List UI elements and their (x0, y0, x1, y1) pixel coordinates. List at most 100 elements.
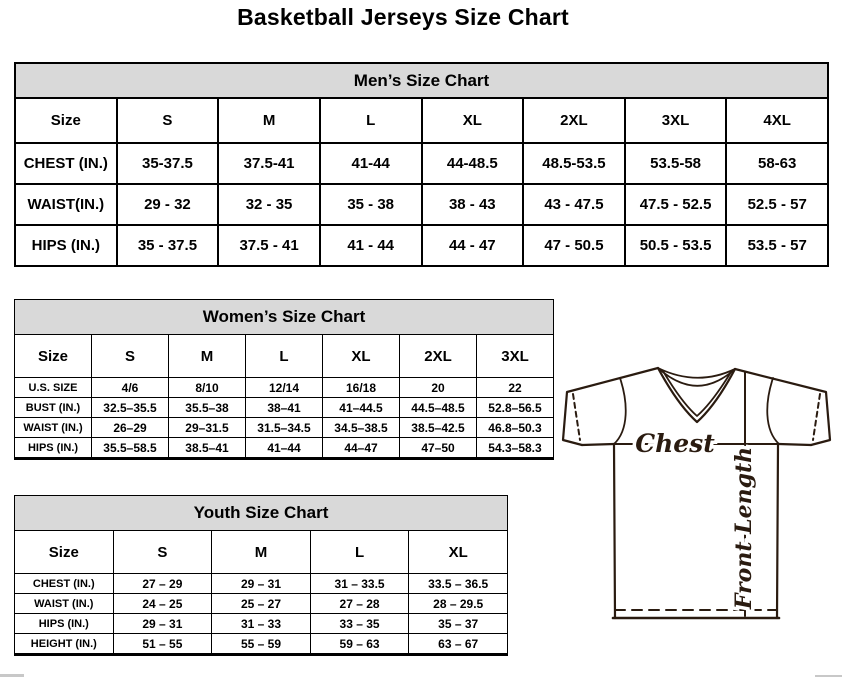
women-value-cell: 44–47 (322, 437, 400, 460)
youth-size-col-m: M (211, 530, 311, 574)
women-value-cell: 20 (399, 377, 477, 398)
men-size-col-xl: XL (420, 97, 525, 144)
women-value-cell: 38.5–42.5 (399, 417, 477, 438)
youth-row-label: CHEST (IN.) (14, 573, 114, 594)
men-value-cell: 35 - 37.5 (115, 224, 220, 267)
men-value-cell: 35 - 38 (318, 183, 423, 226)
right-cuff-stitch-dashed-line (812, 393, 821, 441)
youth-size-col-l: L (309, 530, 410, 574)
youth-value-cell: 63 – 67 (408, 633, 508, 656)
women-chart-title: Women’s Size Chart (14, 299, 554, 335)
collar-v-inner (662, 370, 732, 417)
women-value-cell: 26–29 (91, 417, 169, 438)
men-value-cell: 41-44 (318, 142, 423, 185)
youth-row-label: WAIST (IN.) (14, 593, 114, 614)
front-length-label: Front Length (731, 447, 757, 610)
women-value-cell: 38–41 (245, 397, 323, 418)
jersey-left-underarm-line (580, 442, 616, 447)
youth-value-cell: 31 – 33 (211, 613, 311, 634)
youth-value-cell: 29 – 31 (112, 613, 213, 634)
bottom-left-edge-fragment (0, 674, 24, 677)
women-value-cell: 41–44.5 (322, 397, 400, 418)
youth-size-table: Youth Size Chart Size S M L XL CHEST (IN.) 27 –… (14, 495, 508, 656)
men-value-cell: 53.5-58 (623, 142, 728, 185)
jersey-left-armhole-seam (613, 377, 627, 445)
women-value-cell: 8/10 (168, 377, 246, 398)
jersey-right-sleeve-outline (733, 367, 832, 447)
women-value-cell: 46.8–50.3 (476, 417, 554, 438)
page-title: Basketball Jerseys Size Chart (237, 4, 569, 30)
women-row-label: WAIST (IN.) (14, 417, 92, 438)
men-size-col-s: S (115, 97, 220, 144)
men-value-cell: 43 - 47.5 (522, 183, 626, 226)
men-value-cell: 32 - 35 (217, 183, 321, 226)
women-row-label: BUST (IN.) (14, 397, 92, 418)
jersey-right-armhole-seam (766, 377, 780, 445)
men-size-col-m: M (217, 97, 321, 144)
youth-size-header-label: Size (14, 530, 114, 574)
chest-label: Chest (635, 429, 715, 458)
collar-back-arc-1 (657, 367, 736, 379)
women-value-cell: 41–44 (245, 437, 323, 460)
men-value-cell: 29 - 32 (115, 183, 220, 226)
men-value-cell: 47 - 50.5 (522, 224, 626, 267)
women-value-cell: 16/18 (322, 377, 400, 398)
women-row-label: U.S. SIZE (14, 377, 92, 398)
men-value-cell: 44 - 47 (420, 224, 525, 267)
jersey-right-side (775, 442, 780, 620)
women-value-cell: 35.5–58.5 (91, 437, 169, 460)
youth-value-cell: 35 – 37 (408, 613, 508, 634)
youth-value-cell: 33 – 35 (309, 613, 410, 634)
men-value-cell: 53.5 - 57 (725, 224, 829, 267)
youth-value-cell: 27 – 29 (112, 573, 213, 594)
womens-size-table: Women’s Size Chart Size S M L XL 2XL 3XL U.S. SI… (14, 299, 554, 460)
youth-size-col-s: S (112, 530, 213, 574)
women-value-cell: 34.5–38.5 (322, 417, 400, 438)
women-value-cell: 32.5–35.5 (91, 397, 169, 418)
men-size-col-l: L (318, 97, 423, 144)
women-value-cell: 38.5–41 (168, 437, 246, 460)
women-value-cell: 35.5–38 (168, 397, 246, 418)
jersey-measurement-diagram: Chest Front Length (561, 366, 832, 620)
youth-value-cell: 55 – 59 (211, 633, 311, 656)
men-size-header-label: Size (14, 97, 118, 144)
women-value-cell: 31.5–34.5 (245, 417, 323, 438)
men-size-col-2xl: 2XL (522, 97, 626, 144)
youth-row-label: HEIGHT (IN.) (14, 633, 114, 656)
jersey-left-sleeve-outline (561, 366, 660, 447)
men-value-cell: 41 - 44 (318, 224, 423, 267)
men-chart-title: Men’s Size Chart (14, 62, 829, 99)
women-size-col-xl: XL (322, 334, 400, 378)
women-size-col-2xl: 2XL (399, 334, 477, 378)
men-row-label: HIPS (IN.) (14, 224, 118, 267)
women-size-col-l: L (245, 334, 323, 378)
men-value-cell: 37.5 - 41 (217, 224, 321, 267)
women-value-cell: 22 (476, 377, 554, 398)
youth-value-cell: 31 – 33.5 (309, 573, 410, 594)
youth-value-cell: 24 – 25 (112, 593, 213, 614)
bottom-right-edge-fragment (815, 675, 842, 677)
women-value-cell: 4/6 (91, 377, 169, 398)
youth-value-cell: 27 – 28 (309, 593, 410, 614)
collar-v-outer (656, 366, 737, 424)
mens-size-table: Men’s Size Chart Size S M L XL 2XL 3XL 4XL CHEST … (14, 62, 829, 267)
women-value-cell: 44.5–48.5 (399, 397, 477, 418)
jersey-right-underarm-line (777, 442, 813, 447)
women-value-cell: 52.8–56.5 (476, 397, 554, 418)
men-size-col-3xl: 3XL (623, 97, 728, 144)
youth-value-cell: 33.5 – 36.5 (408, 573, 508, 594)
women-value-cell: 54.3–58.3 (476, 437, 554, 460)
men-value-cell: 48.5-53.5 (522, 142, 626, 185)
men-value-cell: 58-63 (725, 142, 829, 185)
youth-chart-title: Youth Size Chart (14, 495, 508, 531)
men-value-cell: 38 - 43 (420, 183, 525, 226)
youth-size-col-xl: XL (408, 530, 508, 574)
youth-value-cell: 28 – 29.5 (408, 593, 508, 614)
youth-value-cell: 25 – 27 (211, 593, 311, 614)
men-row-label: WAIST(IN.) (14, 183, 118, 226)
women-size-header-label: Size (14, 334, 92, 378)
men-value-cell: 35-37.5 (115, 142, 220, 185)
men-value-cell: 47.5 - 52.5 (623, 183, 728, 226)
youth-value-cell: 51 – 55 (112, 633, 213, 656)
